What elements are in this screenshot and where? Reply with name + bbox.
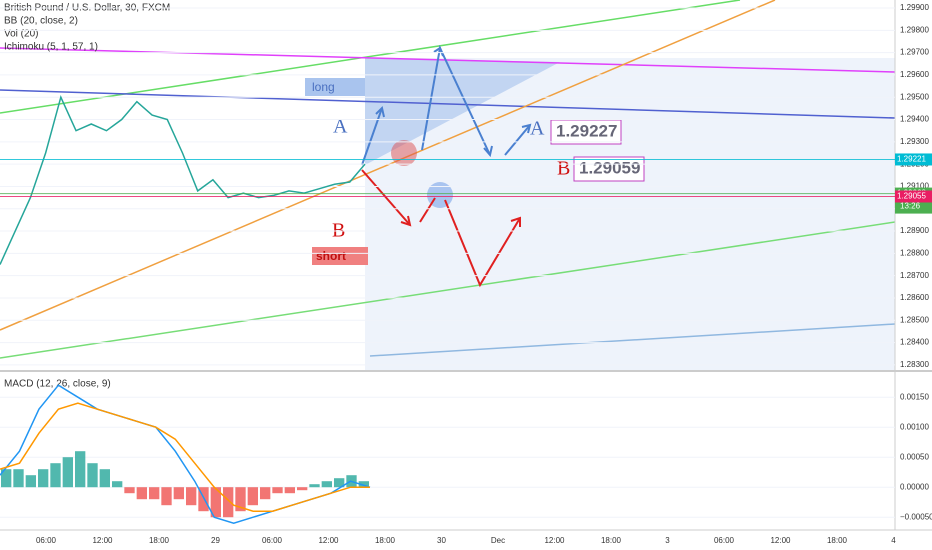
x-tick-label: 4 <box>891 536 896 545</box>
histogram-bar <box>124 487 135 494</box>
y-tick-label: 1.28400 <box>900 338 929 347</box>
histogram-bar <box>112 481 123 488</box>
x-tick-label: 06:00 <box>36 536 57 545</box>
trend-line <box>0 0 776 331</box>
annotation: B <box>557 158 570 180</box>
label-box <box>312 247 368 265</box>
histogram-bar <box>358 481 369 488</box>
x-tick-label: 30 <box>437 536 446 545</box>
x-tick-label: 12:00 <box>770 536 791 545</box>
histogram-bar <box>25 475 36 488</box>
histogram-bar <box>50 463 61 488</box>
price-tag <box>895 153 932 166</box>
y-tick-label: 0.00000 <box>900 482 929 491</box>
y-tick-label: 1.28600 <box>900 293 929 302</box>
y-tick-label: 1.29900 <box>900 3 929 12</box>
indicator-label: Vol (20) <box>4 29 38 40</box>
x-tick-label: 3 <box>665 536 670 545</box>
y-tick-label: 1.28900 <box>900 226 929 235</box>
x-tick-label: Dec <box>491 536 505 545</box>
y-tick-label: 1.28700 <box>900 271 929 280</box>
marker-circle <box>391 140 417 166</box>
x-tick-label: 06:00 <box>714 536 735 545</box>
histogram-bar <box>87 463 98 488</box>
price-tag-label: 1.29055 <box>897 192 926 201</box>
histogram-bar <box>62 457 73 488</box>
histogram-bar <box>272 487 283 494</box>
short-arrows <box>361 169 521 288</box>
indicator-label: Ichimoku (5, 1, 57, 1) <box>4 42 98 53</box>
x-tick-label: 12:00 <box>92 536 113 545</box>
histogram-bar <box>297 487 308 491</box>
y-tick-label: 1.29300 <box>900 137 929 146</box>
y-tick-label: 0.00050 <box>900 452 929 461</box>
histogram-bar <box>13 469 24 488</box>
x-tick-label: 06:00 <box>262 536 283 545</box>
histogram-bar <box>198 487 209 512</box>
x-tick-label: 12:00 <box>544 536 565 545</box>
x-tick-label: 18:00 <box>375 536 396 545</box>
histogram-bar <box>223 487 234 518</box>
x-tick-label: 18:00 <box>827 536 848 545</box>
price-tag-label: 1.29221 <box>897 155 926 164</box>
histogram-bar <box>38 469 49 488</box>
histogram-bar <box>149 487 160 500</box>
y-tick-label: 0.00150 <box>900 392 929 401</box>
histogram-bar <box>161 487 172 506</box>
histogram-bar <box>284 487 295 494</box>
trend-line <box>0 221 896 359</box>
histogram-bar <box>235 487 246 512</box>
y-tick-label: 1.28800 <box>900 248 929 257</box>
histogram-bar <box>186 487 197 506</box>
annotation: long <box>312 80 335 94</box>
x-tick-label: 18:00 <box>601 536 622 545</box>
histogram-bar <box>75 451 86 488</box>
x-tick-label: 29 <box>211 536 220 545</box>
price-tag <box>895 190 932 203</box>
y-tick-label: 1.29600 <box>900 70 929 79</box>
label-box <box>305 78 365 96</box>
histogram-bar <box>210 487 221 518</box>
y-tick-label: 1.29800 <box>900 25 929 34</box>
indicator-label: MACD (12, 26, close, 9) <box>4 379 111 390</box>
y-tick-label: 1.28500 <box>900 315 929 324</box>
y-tick-label: −0.00050 <box>900 512 932 521</box>
histogram-bar <box>260 487 271 500</box>
x-tick-label: 12:00 <box>318 536 339 545</box>
y-tick-label: 1.28300 <box>900 360 929 369</box>
trend-line <box>0 89 896 119</box>
annotation: A <box>530 118 545 140</box>
histogram-bar <box>1 469 12 488</box>
indicator-label: BB (20, close, 2) <box>4 16 78 27</box>
long-zone <box>365 58 560 165</box>
trend-line <box>369 323 896 357</box>
y-tick-label: 0.00100 <box>900 422 929 431</box>
label-box <box>573 156 645 182</box>
y-tick-label: 1.29400 <box>900 115 929 124</box>
x-tick-label: 18:00 <box>149 536 170 545</box>
histogram-bar <box>173 487 184 500</box>
histogram-bar <box>136 487 147 500</box>
y-tick-label: 1.29700 <box>900 48 929 57</box>
trend-line <box>0 47 896 73</box>
histogram-bar <box>334 478 345 488</box>
annotation: 1.29059 <box>579 158 640 177</box>
annotation: 1.29227 <box>556 121 617 140</box>
annotation: short <box>316 249 346 263</box>
histogram-bar <box>321 481 332 488</box>
histogram-bar <box>99 469 110 488</box>
y-tick-label: 1.29100 <box>900 182 929 191</box>
signal-line <box>0 402 370 512</box>
countdown: 13:26 <box>900 202 921 211</box>
annotation: A <box>333 116 348 138</box>
y-tick-label: 1.29500 <box>900 92 929 101</box>
histogram-bar <box>309 484 320 488</box>
histogram-bar <box>247 487 258 506</box>
